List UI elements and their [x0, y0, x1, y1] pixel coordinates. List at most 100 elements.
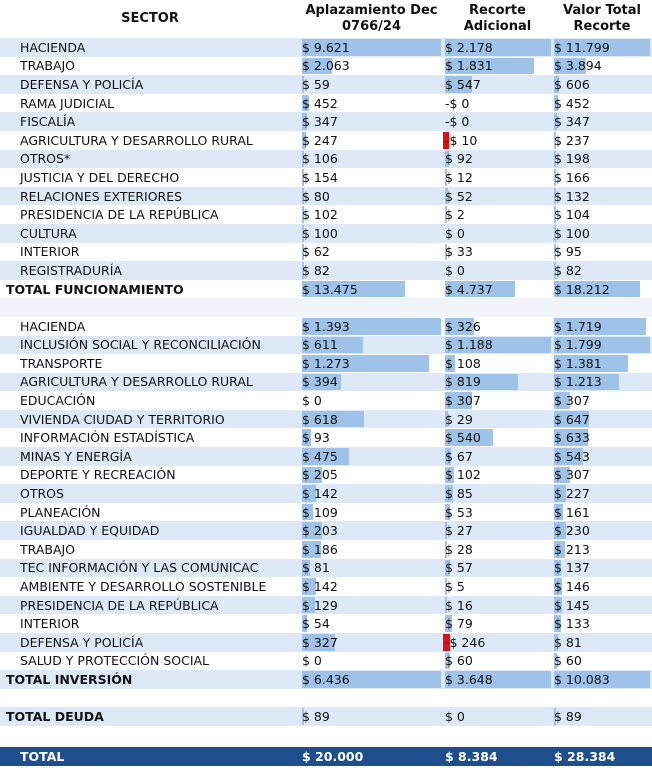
value-text: $ 102 [302, 207, 338, 223]
value-cell: $ 60 [443, 652, 552, 671]
value-text: $ 100 [302, 225, 338, 241]
data-bar [445, 280, 515, 298]
value-text: $ 18.212 [554, 281, 610, 297]
value-cell: $ 62 [300, 243, 443, 262]
value-text: $ 475 [302, 448, 338, 464]
value-text: $ 133 [554, 616, 590, 632]
data-bar [302, 243, 304, 261]
data-bar [445, 485, 453, 502]
value-cell: $ 3.894 [552, 57, 652, 76]
sector-name: IGUALDAD Y EQUIDAD [20, 523, 160, 539]
value-cell: $ 154 [300, 168, 443, 187]
data-bar [302, 559, 311, 577]
value-cell: $ 57 [443, 559, 552, 578]
value-cell: $ 82 [300, 261, 443, 280]
value-cell: $ 2.178 [443, 38, 552, 57]
value-cell: $ 475 [300, 447, 443, 466]
value-text: $ 154 [302, 169, 338, 185]
value-cell: $ 230 [552, 521, 652, 540]
value-text: $ 57 [445, 560, 473, 576]
value-text: $ 1.393 [302, 318, 350, 334]
value-text: $ 1.719 [554, 318, 602, 334]
data-bar [554, 596, 562, 614]
sector-name: INTERIOR [20, 244, 80, 260]
value-cell: $ 132 [552, 187, 652, 206]
data-bar [445, 522, 448, 540]
value-cell: $ 186 [300, 540, 443, 559]
data-bar [445, 150, 450, 168]
data-bar [554, 652, 558, 670]
value-cell: $ 203 [300, 521, 443, 540]
value-cell: $ 394 [300, 373, 443, 392]
value-text: $ 102 [445, 467, 481, 483]
data-bar [554, 76, 559, 93]
sector-name: REGISTRADURÍA [20, 262, 122, 278]
data-bar [302, 206, 304, 223]
data-bar [554, 131, 556, 149]
value-cell: $ 146 [552, 577, 652, 596]
grand-total-valor: $ 28.384 [554, 748, 616, 764]
data-bar [554, 392, 571, 409]
table-row: RELACIONES EXTERIORES $ 80 $ 52 $ 132 [0, 186, 652, 206]
value-cell: $ 54 [300, 614, 443, 633]
data-bar [554, 355, 628, 372]
value-text: $ 146 [554, 579, 590, 595]
value-text: $ 9.621 [302, 39, 350, 55]
value-cell: $ 2 [443, 205, 552, 224]
value-cell: $ 108 [443, 354, 552, 373]
grand-total-recorte: $ 8.384 [445, 748, 498, 764]
value-text: $ 633 [554, 430, 590, 446]
data-bar [445, 355, 455, 372]
value-cell: $ 3.648 [443, 670, 552, 689]
value-cell: $ 0 [300, 391, 443, 410]
grand-total-aplazamiento: $ 20.000 [302, 748, 364, 764]
data-bar [302, 113, 307, 130]
sector-name: EDUCACIÓN [20, 393, 96, 409]
value-text: $ 89 [302, 709, 330, 725]
table-row: DEPORTE Y RECREACIÓN $ 205 $ 102 $ 307 [0, 466, 652, 485]
value-text: $ 1.273 [302, 355, 350, 371]
data-bar [445, 596, 447, 614]
value-cell: $ 307 [443, 391, 552, 410]
value-text: $ 327 [302, 634, 338, 650]
data-bar [554, 169, 556, 186]
value-cell: -$ 10 [443, 131, 552, 150]
value-text: $ 2 [445, 207, 465, 223]
value-text: $ 28 [445, 541, 473, 557]
value-cell: $ 93 [300, 428, 443, 447]
sector-name: PRESIDENCIA DE LA REPÚBLICA [20, 597, 219, 613]
data-bar [554, 522, 567, 540]
data-bar [443, 634, 450, 651]
data-bar [554, 39, 650, 56]
table-row: JUSTICIA Y DEL DERECHO $ 154 $ 12 $ 166 [0, 168, 652, 187]
sector-name: VIVIENDA CIUDAD Y TERRITORIO [20, 411, 225, 427]
value-text: $ 5 [445, 579, 465, 595]
value-text: $ 137 [554, 560, 590, 576]
sector-name: OTROS [20, 486, 64, 502]
total-row: TOTAL DEUDA $ 89 $ 0 $ 89 [0, 707, 652, 726]
value-cell: $ 247 [300, 131, 443, 150]
value-cell: $ 452 [300, 94, 443, 113]
data-bar [302, 373, 342, 391]
data-bar [554, 262, 556, 279]
table-row: TRANSPORTE $ 1.273 $ 108 $ 1.381 [0, 354, 652, 373]
data-bar [554, 224, 556, 242]
value-cell: $ 27 [443, 521, 552, 540]
value-text: $ 81 [302, 560, 330, 576]
value-cell: $ 100 [552, 224, 652, 243]
table-row: AGRICULTURA Y DESARROLLO RURAL $ 394 $ 819… [0, 372, 652, 392]
value-text: $ 108 [445, 355, 481, 371]
value-text: $ 93 [302, 430, 330, 446]
data-bar [302, 634, 335, 651]
data-bar [554, 336, 650, 354]
sector-name: INCLUSIÓN SOCIAL Y RECONCILIACIÓN [20, 337, 261, 353]
value-text: $ 89 [554, 709, 582, 725]
value-cell: $ 1.719 [552, 317, 652, 336]
table-body: HACIENDA $ 9.621 $ 2.178 $ 11.799 TRABAJO $ 2… [0, 38, 652, 745]
value-cell: -$ 246 [443, 633, 552, 652]
value-cell: -$ 0 [443, 112, 552, 131]
table-row: FISCALÍA $ 347 -$ 0 $ 347 [0, 112, 652, 131]
sector-name: MINAS Y ENERGÍA [20, 448, 132, 464]
data-bar [302, 57, 332, 75]
table-row: INFORMACIÓN ESTADÍSTICA $ 93 $ 540 $ 633 [0, 428, 652, 447]
